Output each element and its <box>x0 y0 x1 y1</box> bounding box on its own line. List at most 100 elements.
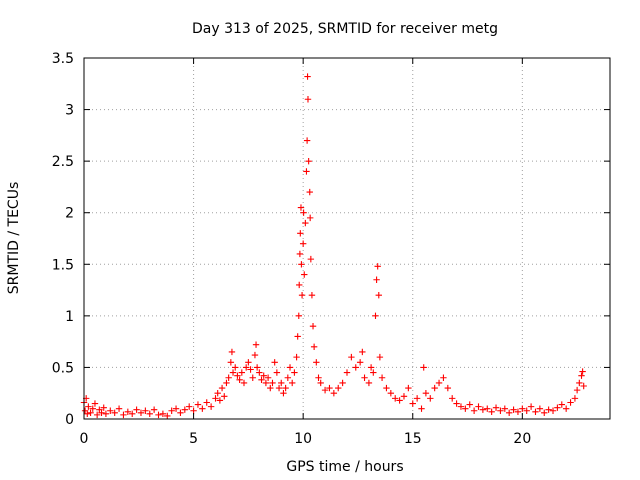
data-point <box>431 384 438 392</box>
data-point <box>260 372 267 379</box>
data-point <box>240 379 248 387</box>
data-point <box>527 403 535 410</box>
data-point <box>376 353 384 361</box>
data-point <box>579 368 586 375</box>
data-point <box>532 408 539 415</box>
data-point <box>396 397 403 404</box>
data-point <box>269 379 276 387</box>
grid-lines <box>84 58 610 419</box>
data-point <box>453 400 460 407</box>
data-point <box>89 405 96 412</box>
y-tick-label: 1 <box>65 309 74 325</box>
x-tick-label: 20 <box>513 431 531 447</box>
data-point <box>207 403 215 410</box>
data-point <box>242 364 250 371</box>
data-point <box>307 255 315 263</box>
data-point <box>289 379 296 387</box>
data-point <box>264 374 272 381</box>
data-point <box>573 386 581 394</box>
data-point <box>449 395 456 402</box>
data-point <box>304 73 311 80</box>
data-point <box>296 281 303 289</box>
data-point <box>392 395 399 402</box>
data-point <box>296 250 304 258</box>
data-point <box>571 395 579 402</box>
x-tick-label: 5 <box>189 431 198 447</box>
data-point <box>488 408 495 415</box>
x-tick-label: 15 <box>404 431 422 447</box>
data-point <box>400 393 408 400</box>
data-point <box>541 409 548 417</box>
data-point <box>418 405 425 412</box>
data-point <box>321 386 329 394</box>
data-point <box>284 374 292 381</box>
data-point <box>413 395 421 402</box>
data-point <box>444 384 452 392</box>
data-point <box>440 374 447 381</box>
data-point <box>372 312 379 320</box>
data-point <box>306 188 313 196</box>
data-point <box>435 379 443 387</box>
data-point <box>558 401 565 408</box>
data-point <box>295 312 302 320</box>
data-point <box>576 379 583 387</box>
data-point <box>155 411 162 419</box>
data-point <box>120 411 127 419</box>
data-point <box>137 409 145 417</box>
data-point <box>578 372 585 379</box>
data-point <box>275 384 283 392</box>
data-points <box>80 73 587 420</box>
data-point <box>214 390 221 397</box>
data-point <box>330 390 338 397</box>
data-point <box>293 353 300 361</box>
y-axis-label: SRMTID / TECUs <box>6 182 22 295</box>
data-point <box>510 406 517 413</box>
data-point <box>305 157 312 165</box>
data-point <box>297 230 304 237</box>
data-point <box>177 409 184 417</box>
data-point <box>302 219 309 227</box>
data-point <box>218 384 226 392</box>
data-point <box>505 409 513 417</box>
data-point <box>203 399 210 406</box>
data-point <box>304 96 312 103</box>
data-point <box>306 214 314 222</box>
axis-ticks <box>83 57 610 420</box>
data-point <box>87 409 94 417</box>
data-point <box>519 405 526 412</box>
data-point <box>249 374 256 381</box>
data-point <box>236 376 243 384</box>
data-point <box>370 369 377 376</box>
data-point <box>554 404 561 411</box>
data-point <box>278 379 285 387</box>
data-point <box>352 364 359 371</box>
data-point <box>523 407 530 414</box>
data-point <box>93 411 101 419</box>
data-point <box>245 359 252 366</box>
data-point <box>258 376 265 384</box>
data-point <box>102 410 110 418</box>
data-point <box>150 406 158 413</box>
y-tick-label: 2.5 <box>52 154 74 170</box>
data-point <box>343 369 351 376</box>
data-point <box>427 395 434 402</box>
data-point <box>567 399 574 406</box>
data-point <box>159 410 167 418</box>
data-point <box>253 364 261 371</box>
data-point <box>339 379 346 387</box>
data-point <box>85 403 92 410</box>
data-point <box>310 343 318 350</box>
data-point <box>383 384 390 392</box>
data-point <box>232 364 239 371</box>
data-point <box>497 407 504 414</box>
data-point <box>267 384 274 392</box>
data-point <box>186 403 193 410</box>
data-point <box>216 397 224 404</box>
data-point <box>286 364 294 371</box>
data-point <box>229 369 237 376</box>
data-point <box>129 410 136 418</box>
chart-title: Day 313 of 2025, SRMTID for receiver met… <box>192 21 498 37</box>
data-point <box>422 390 430 397</box>
data-point <box>297 204 305 211</box>
data-point <box>492 404 500 411</box>
